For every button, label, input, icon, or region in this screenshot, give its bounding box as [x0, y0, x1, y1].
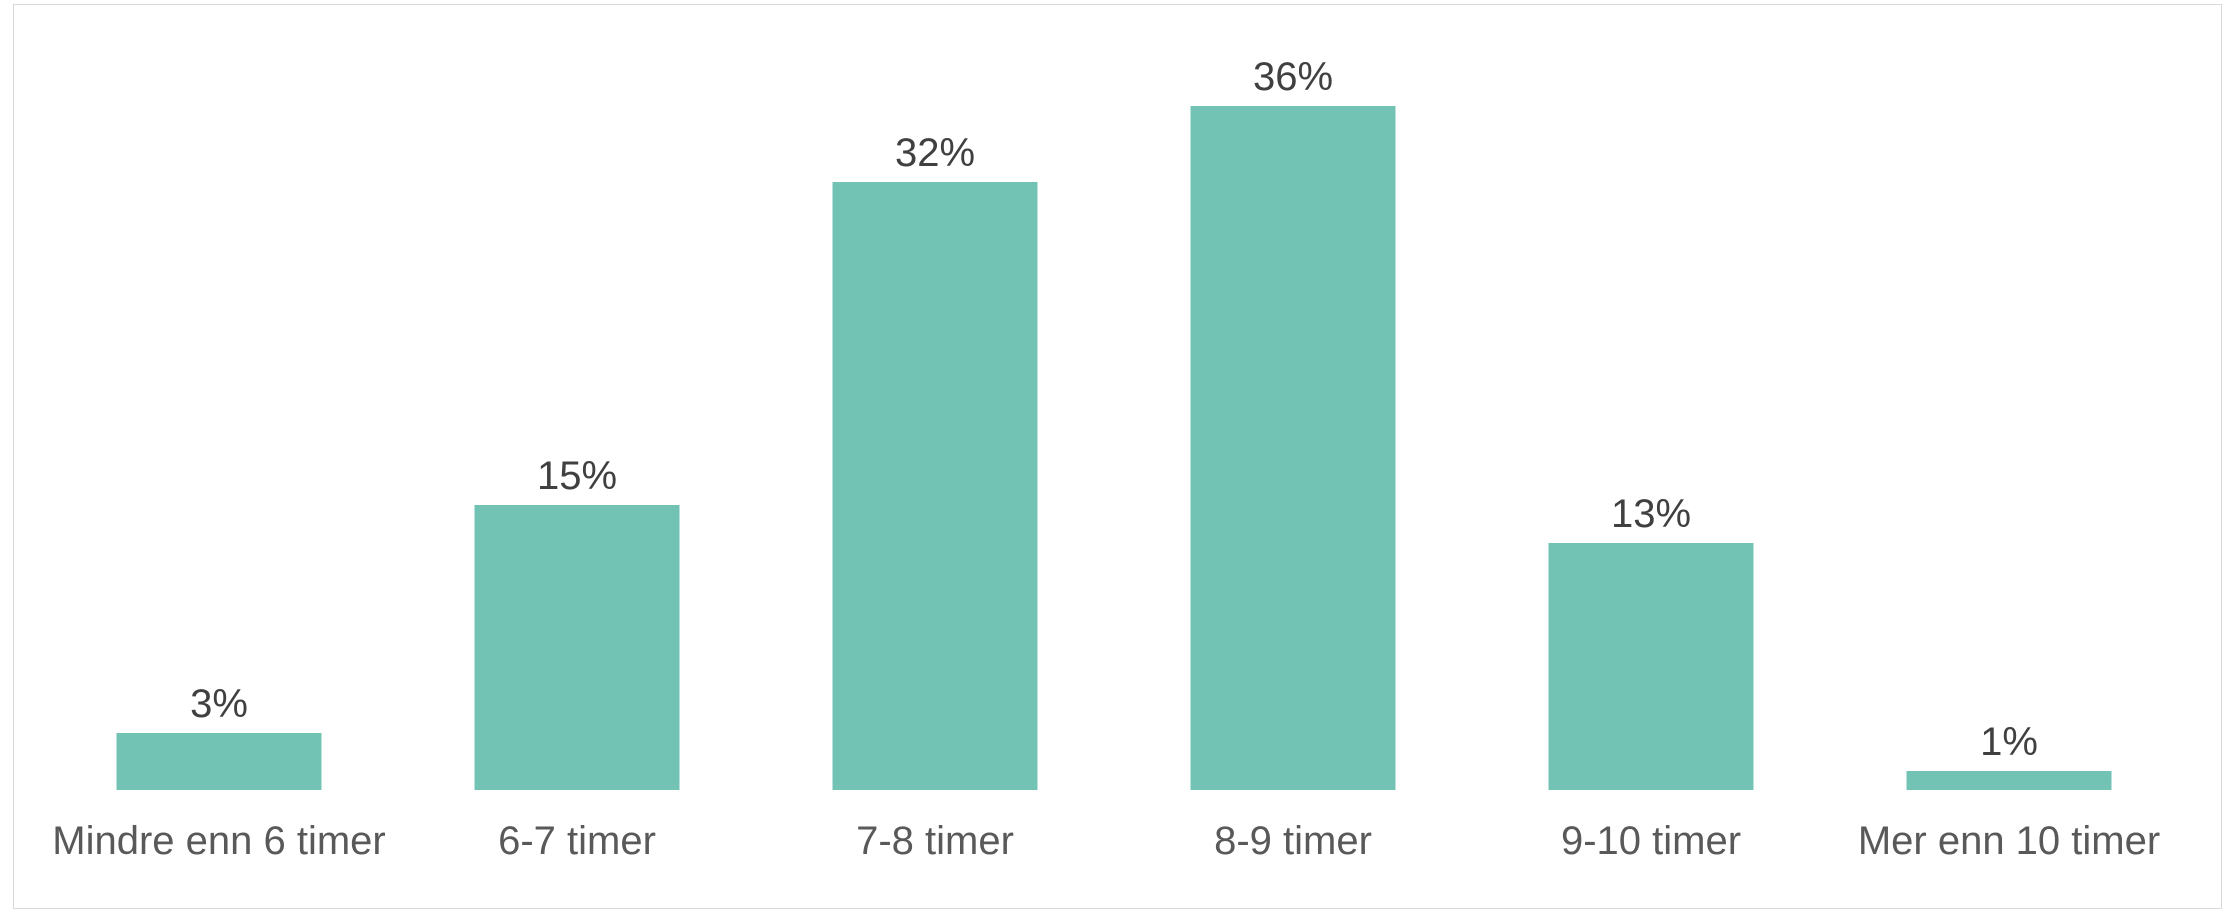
data-label-6: 1% [1980, 720, 2038, 764]
data-label-5: 13% [1611, 492, 1691, 536]
bar-3 [832, 182, 1038, 790]
bar-5 [1548, 543, 1754, 790]
bar-2 [474, 505, 680, 790]
data-label-2: 15% [537, 454, 617, 498]
category-label-4: 8-9 timer [1214, 819, 1372, 863]
category-label-3: 7-8 timer [856, 819, 1014, 863]
data-label-1: 3% [190, 682, 248, 726]
bar-6 [1906, 771, 2112, 790]
bar-1 [116, 733, 322, 790]
category-label-6: Mer enn 10 timer [1858, 819, 2160, 863]
bar-4 [1190, 106, 1396, 790]
chart-area [13, 4, 2222, 909]
category-label-2: 6-7 timer [498, 819, 656, 863]
data-label-4: 36% [1253, 55, 1333, 99]
category-label-1: Mindre enn 6 timer [52, 819, 385, 863]
data-label-3: 32% [895, 131, 975, 175]
category-label-5: 9-10 timer [1561, 819, 1741, 863]
